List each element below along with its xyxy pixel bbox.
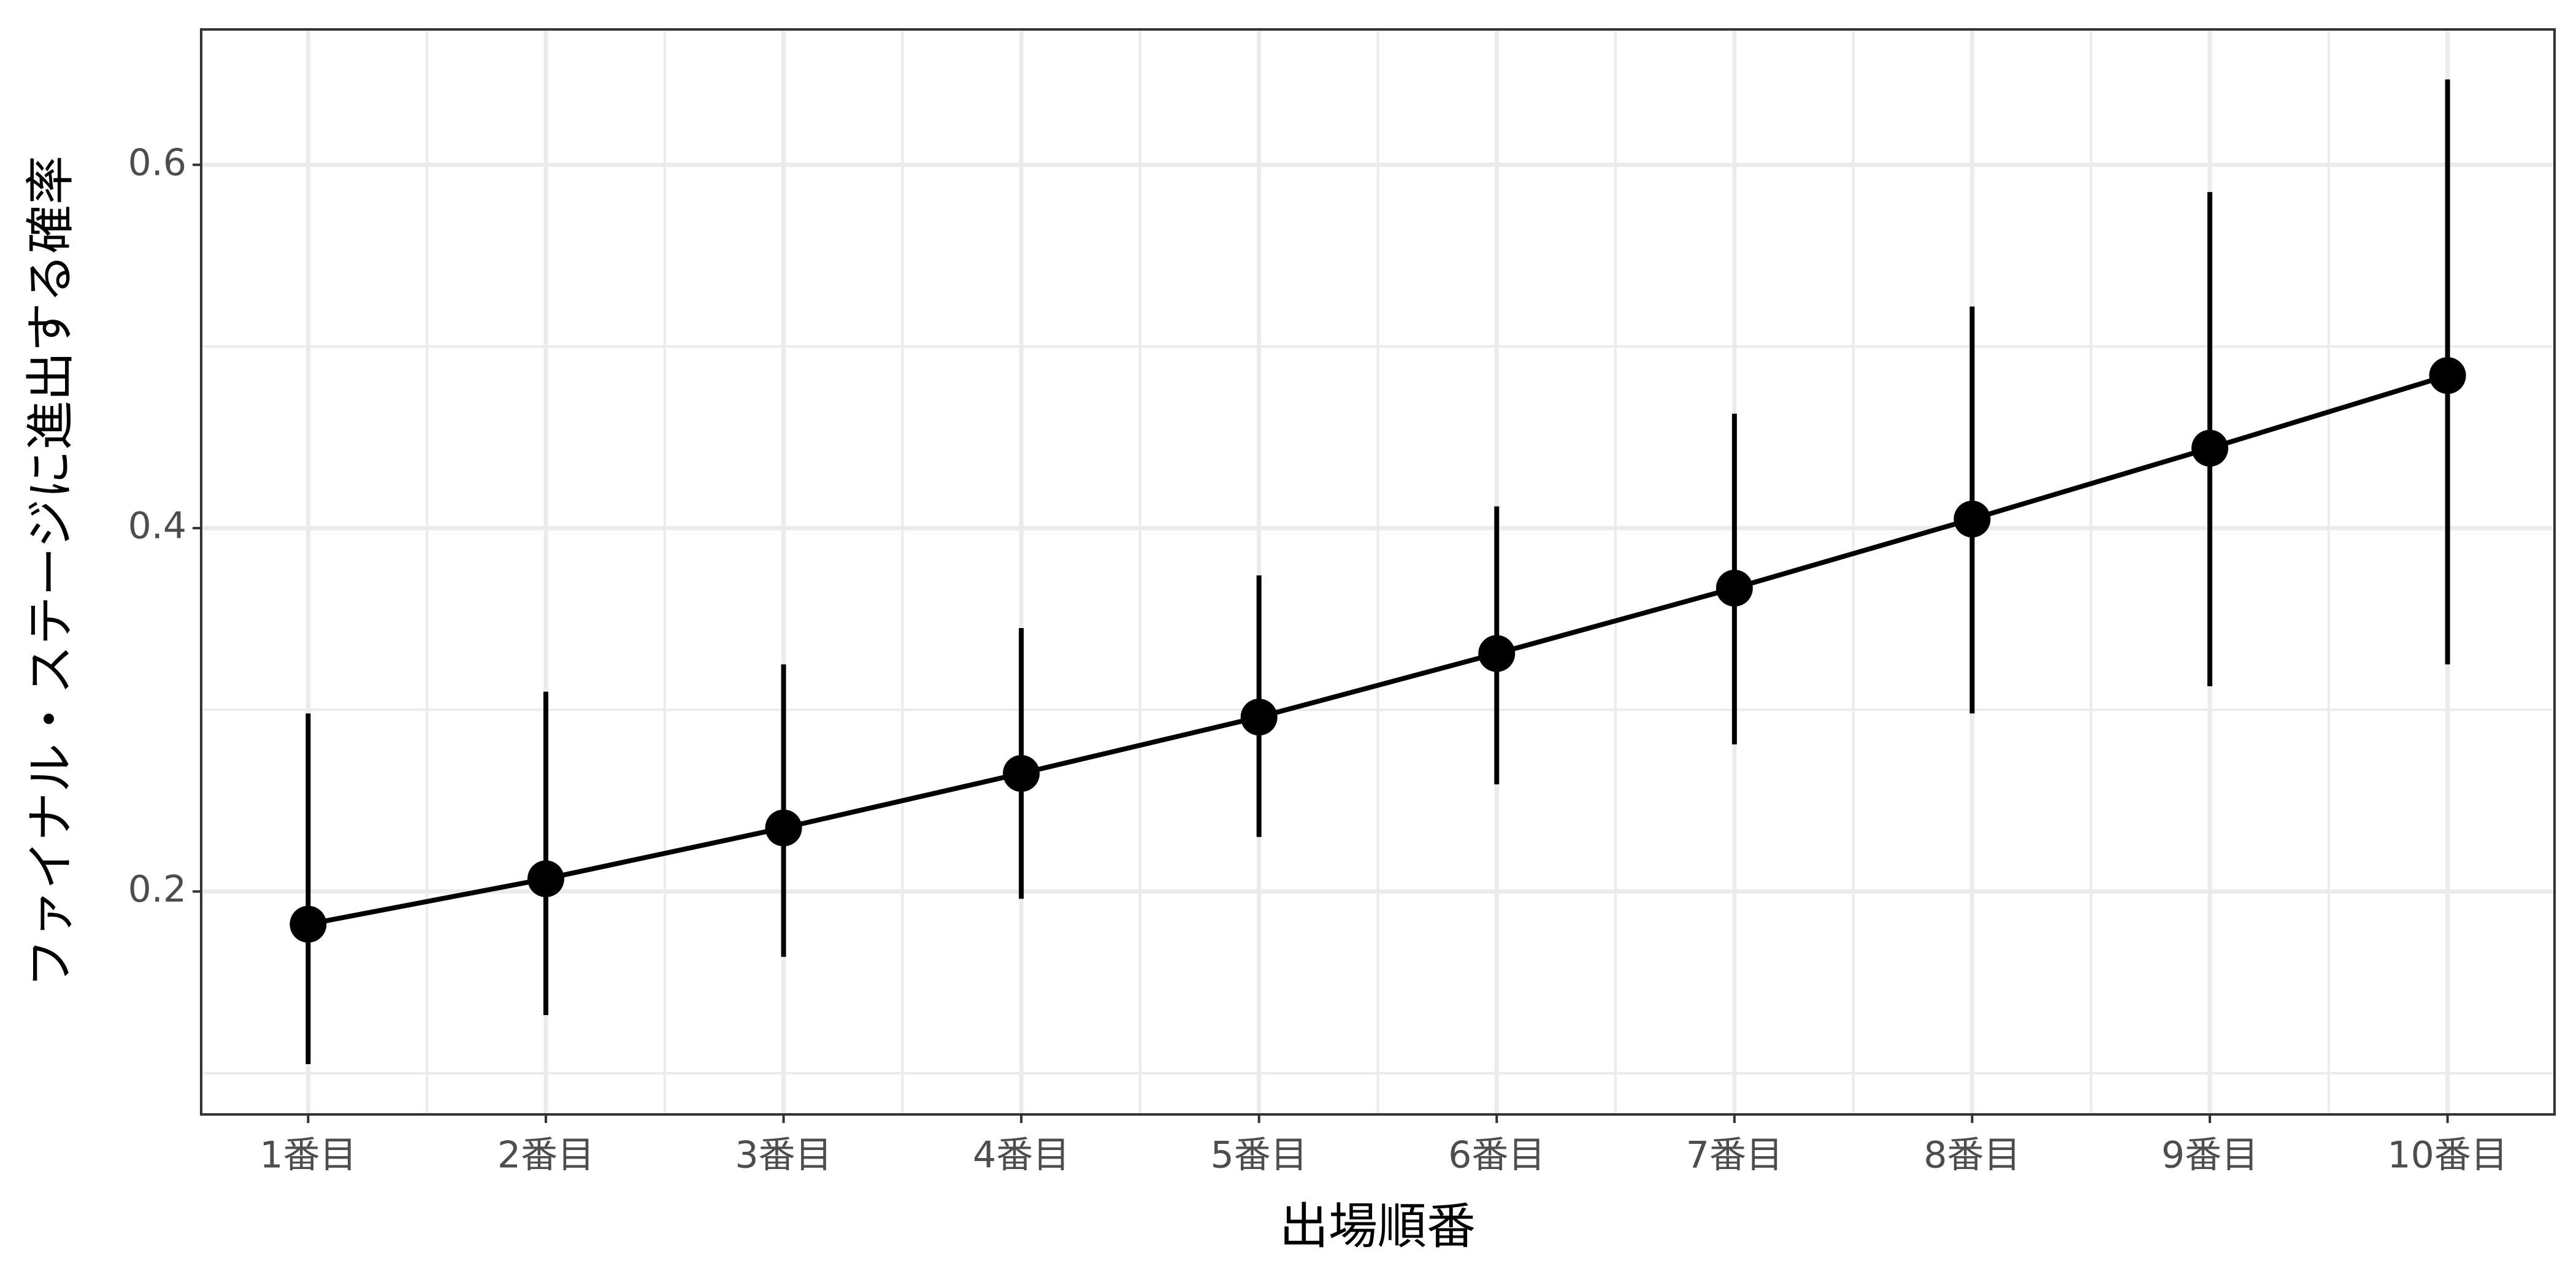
- y-tick-label: 0.4: [128, 505, 186, 548]
- x-tick-label: 9番目: [2161, 1134, 2258, 1177]
- point: [1715, 569, 1753, 607]
- point: [527, 860, 564, 897]
- point: [2191, 429, 2229, 467]
- x-axis-title: 出場順番: [1279, 1198, 1476, 1255]
- panel-border: [200, 28, 2556, 1116]
- point: [1953, 500, 1991, 538]
- point: [1003, 755, 1040, 792]
- point: [765, 809, 802, 846]
- y-tick-label: 0.6: [128, 141, 186, 184]
- x-tick-label: 4番目: [973, 1134, 1070, 1177]
- point: [289, 905, 327, 943]
- point: [1240, 699, 1278, 736]
- y-tick-label: 0.2: [128, 868, 186, 911]
- point: [2429, 357, 2466, 394]
- point: [1478, 635, 1516, 672]
- x-tick-label: 10番目: [2387, 1134, 2507, 1177]
- x-tick-label: 2番目: [497, 1134, 594, 1177]
- x-tick-label: 8番目: [1923, 1134, 2020, 1177]
- line: [307, 373, 2448, 927]
- x-tick-label: 7番目: [1686, 1134, 1783, 1177]
- x-tick-label: 5番目: [1211, 1134, 1308, 1177]
- x-tick-label: 3番目: [735, 1134, 832, 1177]
- y-axis-title: ファイナル・ステージに進出する確率: [22, 156, 79, 988]
- x-tick-label: 1番目: [259, 1134, 356, 1177]
- x-tick-label: 6番目: [1448, 1134, 1545, 1177]
